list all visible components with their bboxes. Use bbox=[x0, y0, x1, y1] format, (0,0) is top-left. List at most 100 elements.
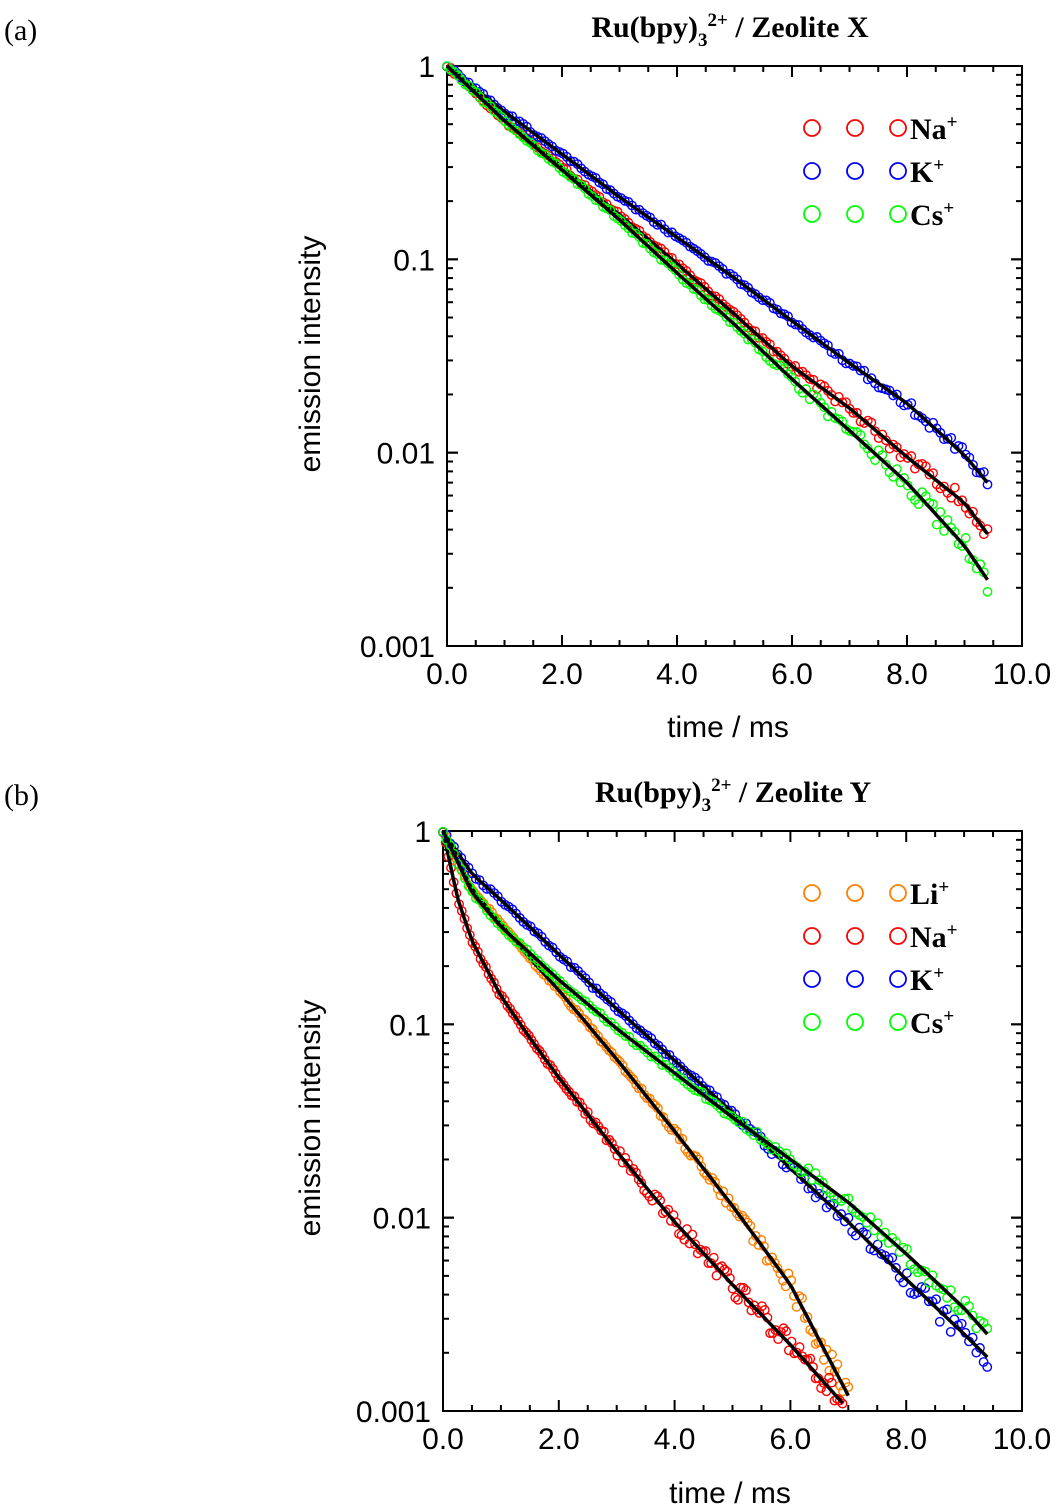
panel-b-data-point bbox=[982, 1362, 993, 1372]
panel-a: (a) Ru(bpy)32+ / Zeolite X time / ms emi… bbox=[4, 10, 1051, 744]
panel-b-data-point bbox=[938, 1284, 949, 1295]
panel-b-data-point bbox=[738, 1282, 749, 1293]
panel-a-data-point bbox=[837, 397, 848, 408]
panel-b-data-point bbox=[695, 1244, 706, 1255]
panel-b-data-point bbox=[796, 1174, 806, 1185]
panel-b-data-point bbox=[901, 1268, 912, 1278]
panel-b-data-point bbox=[521, 1027, 532, 1038]
panel-b-series-li bbox=[438, 827, 854, 1397]
panel-a-plot: 0.0 2.0 4.0 6.0 8.0 10.0 0.001 0.01 0.1 1 Na+ K+ Cs+ bbox=[360, 51, 1051, 691]
panel-b-fit-line bbox=[441, 830, 850, 1397]
panel-a-legend-marker bbox=[846, 162, 864, 180]
panel-a-legend-marker bbox=[846, 119, 864, 137]
panel-a-x-tick-label: 8.0 bbox=[886, 658, 928, 691]
panel-a-legend-marker bbox=[889, 119, 907, 137]
panel-b-data-point bbox=[593, 1031, 603, 1042]
panel-b-data-point bbox=[826, 1377, 837, 1388]
panel-a-series-cs bbox=[442, 61, 993, 597]
panel-b-data-point bbox=[671, 1217, 682, 1228]
panel-b-series-cs bbox=[438, 826, 993, 1336]
panel-b-legend-marker bbox=[889, 927, 907, 945]
panel-b-y-tick-label: 0.001 bbox=[356, 1396, 431, 1429]
panel-b-fit-line bbox=[441, 830, 989, 1359]
panel-b-data-point bbox=[617, 1060, 628, 1071]
panel-a-legend-marker bbox=[803, 205, 821, 223]
panel-b-x-tick-label: 6.0 bbox=[770, 1423, 812, 1456]
panel-a-data-point bbox=[819, 402, 830, 413]
panel-a-data-point bbox=[975, 467, 986, 478]
panel-b-data-point bbox=[595, 1036, 606, 1047]
panel-b-legend-label: K+ bbox=[910, 963, 944, 997]
panel-b-data-point bbox=[953, 1305, 963, 1316]
panel-b-x-tick-label: 0.0 bbox=[422, 1423, 464, 1456]
panel-b-data-point bbox=[729, 1202, 739, 1213]
panel-b-data-point bbox=[625, 1071, 636, 1082]
panel-b-data-point bbox=[690, 1239, 700, 1250]
panel-b-data-point bbox=[824, 1372, 835, 1383]
panel-a-fit-line bbox=[445, 64, 989, 484]
panel-b-data-point bbox=[722, 1266, 733, 1277]
panel-a-x-tick-label: 6.0 bbox=[771, 658, 813, 691]
panel-a-legend-marker bbox=[889, 205, 907, 223]
panel-b-data-point bbox=[660, 1206, 671, 1217]
panel-b-y-tick-label: 0.1 bbox=[389, 1009, 431, 1042]
panel-b-xlabel: time / ms bbox=[669, 1477, 791, 1510]
panel-b-data-point bbox=[956, 1318, 967, 1329]
panel-b-data-point bbox=[658, 1112, 669, 1122]
panel-b-data-point bbox=[741, 1285, 751, 1296]
panel-a-data-point bbox=[804, 374, 815, 384]
panel-b-y-tick-label: 1 bbox=[414, 816, 431, 849]
panel-a-fit-line bbox=[445, 64, 989, 581]
panel-b-data-point bbox=[834, 1395, 845, 1406]
panel-b-data-point bbox=[837, 1398, 848, 1409]
panel-b-legend-marker bbox=[846, 927, 864, 945]
panel-b-y-tick-label: 0.01 bbox=[373, 1203, 431, 1236]
panel-a-legend-marker bbox=[803, 162, 821, 180]
panel-a-title: Ru(bpy)32+ / Zeolite X bbox=[591, 10, 869, 51]
panel-b-fit-line bbox=[441, 830, 989, 1336]
panel-b-label: (b) bbox=[4, 779, 39, 812]
panel-b-data-point bbox=[964, 1301, 974, 1312]
panel-b-data-point bbox=[805, 1353, 816, 1364]
panel-b-legend-marker bbox=[803, 1013, 821, 1031]
panel-b-title: Ru(bpy)32+ / Zeolite Y bbox=[595, 775, 872, 816]
panel-b-data-point bbox=[628, 1074, 639, 1085]
panel-b-data-point bbox=[574, 1008, 584, 1019]
panel-b-legend-marker bbox=[889, 1013, 907, 1031]
panel-b-data-point bbox=[778, 1323, 789, 1334]
panel-a-legend-marker bbox=[889, 162, 907, 180]
panel-b-plot: 0.0 2.0 4.0 6.0 8.0 10.0 0.001 0.01 0.1 1 Li+ Na+ K+… bbox=[356, 816, 1051, 1456]
panel-b-data-point bbox=[730, 1292, 741, 1303]
panel-a-data-point bbox=[913, 499, 924, 510]
panel-b-data-point bbox=[733, 1294, 743, 1305]
panel-b-ylabel: emission intensity bbox=[294, 1000, 327, 1237]
panel-b-legend: Li+ Na+ K+ Cs+ bbox=[803, 877, 958, 1040]
panel-b-data-point bbox=[602, 1016, 613, 1027]
panel-b-data-point bbox=[550, 1068, 561, 1079]
panel-b-data-point bbox=[794, 1342, 805, 1352]
panel-b-data-point bbox=[489, 977, 499, 988]
panel-b-data-point bbox=[569, 1091, 580, 1102]
panel-b-legend-marker bbox=[803, 884, 821, 902]
panel-a-legend-marker bbox=[846, 205, 864, 223]
panel-a-data-point bbox=[478, 97, 489, 108]
panel-a-data-point bbox=[957, 495, 968, 506]
panel-a-data-point bbox=[982, 586, 993, 597]
panel-a-legend-label: Na+ bbox=[910, 112, 958, 146]
panel-a-data-point bbox=[949, 482, 960, 493]
panel-b-data-point bbox=[931, 1294, 942, 1305]
panel-b-data-point bbox=[623, 1068, 633, 1079]
panel-b-data-point bbox=[733, 1117, 744, 1128]
panel-a-x-tick-label: 0.0 bbox=[426, 658, 468, 691]
panel-b-data-point bbox=[604, 1045, 614, 1056]
panel-a-data-point bbox=[848, 360, 859, 371]
panel-b-data-point bbox=[565, 962, 576, 972]
panel-b-data-point bbox=[934, 1316, 945, 1327]
panel-b-data-point bbox=[769, 1258, 780, 1268]
panel-a-x-tick-label: 2.0 bbox=[541, 658, 583, 691]
panel-b-data-point bbox=[891, 1262, 901, 1273]
panel-a-legend-label: K+ bbox=[910, 155, 944, 189]
panel-b-data-point bbox=[502, 1000, 513, 1011]
panel-b-data-point bbox=[816, 1383, 826, 1394]
panel-a-y-tick-label: 1 bbox=[418, 51, 435, 84]
